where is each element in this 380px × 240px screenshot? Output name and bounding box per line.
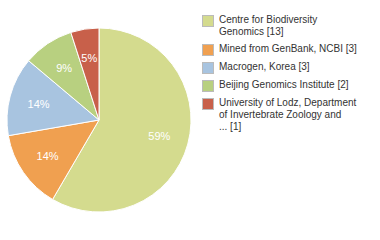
svg-text:9%: 9% bbox=[56, 62, 72, 74]
html-text:Centre for Biodiversity Genomi: Centre for Biodiversity Genomics [13] bbox=[219, 14, 318, 37]
svg-text:59%: 59% bbox=[148, 130, 170, 142]
html-text:University of Lodz, Department: University of Lodz, Department of Invert… bbox=[219, 97, 357, 132]
svg-text:5%: 5% bbox=[81, 52, 97, 64]
html-text:Macrogen, Korea [3]: Macrogen, Korea [3] bbox=[219, 61, 310, 72]
svg-text:14%: 14% bbox=[28, 98, 50, 110]
html-text:Mined from GenBank, NCBI [3]: Mined from GenBank, NCBI [3] bbox=[219, 43, 357, 54]
html-text:Beijing Genomics Institute [2]: Beijing Genomics Institute [2] bbox=[219, 79, 349, 90]
svg-text:14%: 14% bbox=[37, 150, 59, 162]
